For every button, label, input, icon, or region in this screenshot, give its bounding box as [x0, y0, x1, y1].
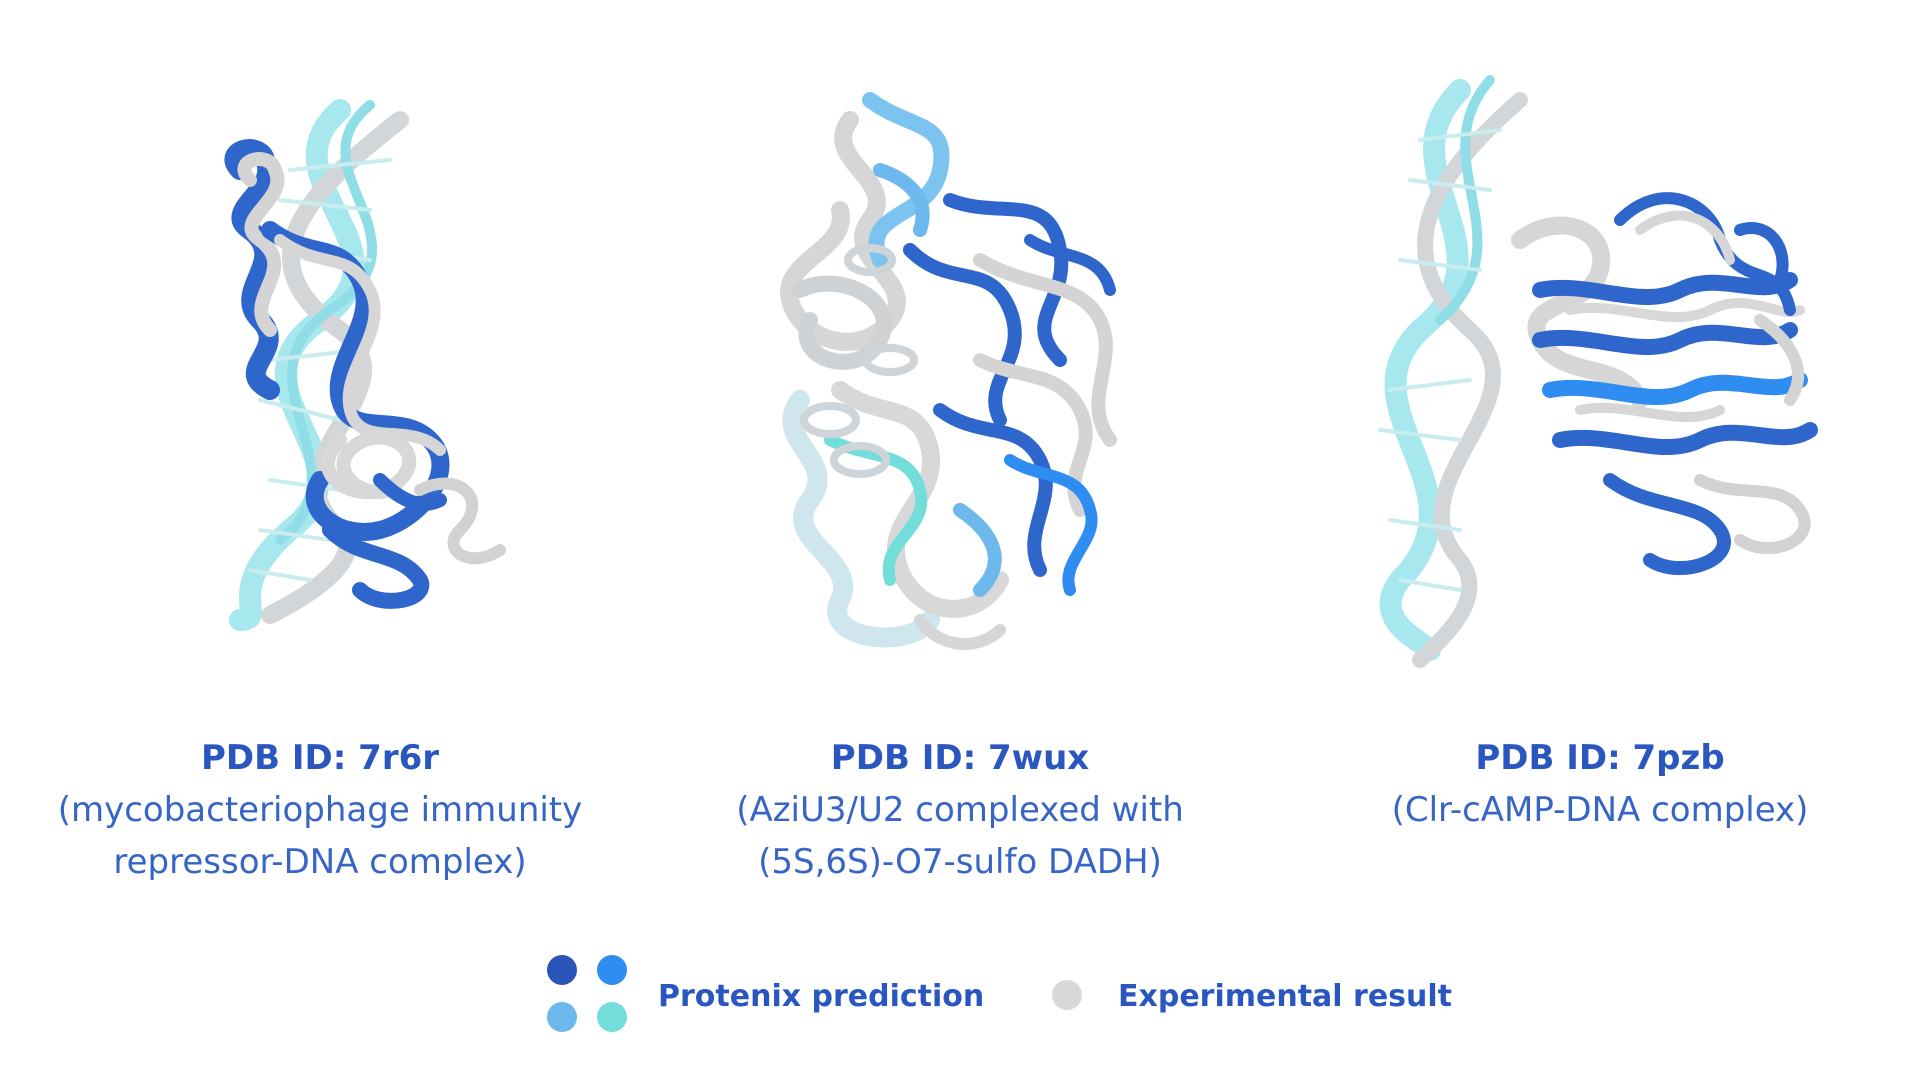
structure-image-7pzb	[1320, 60, 1880, 680]
complex-description-line2: repressor-DNA complex)	[113, 842, 527, 882]
panel-7pzb: PDB ID: 7pzb (Clr-cAMP-DNA complex)	[1280, 0, 1920, 1080]
protein-dna-structure-7r6r	[224, 99, 506, 631]
complex-description-line1: (AziU3/U2 complexed with	[736, 790, 1184, 830]
complex-description-line1: (mycobacteriophage immunity	[57, 790, 583, 830]
protein-structure-7wux	[780, 92, 1117, 650]
panel-7r6r: PDB ID: 7r6r (mycobacteriophage immunity…	[0, 0, 640, 1080]
caption-7r6r: PDB ID: 7r6r (mycobacteriophage immunity…	[0, 732, 640, 888]
caption-7wux: PDB ID: 7wux (AziU3/U2 complexed with (5…	[640, 732, 1280, 888]
prediction-dot-dark-blue	[547, 955, 577, 985]
structure-image-7wux	[680, 60, 1240, 680]
prediction-dot-teal	[597, 1002, 627, 1032]
pdb-id-label: PDB ID: 7r6r	[200, 738, 440, 778]
legend-experimental-label: Experimental result	[1118, 979, 1452, 1014]
pdb-id-label: PDB ID: 7pzb	[1475, 738, 1725, 778]
pdb-id-label: PDB ID: 7wux	[830, 738, 1090, 778]
complex-description-line2: (5S,6S)-O7-sulfo DADH)	[758, 842, 1162, 882]
prediction-dot-blue	[597, 955, 627, 985]
protein-dna-structure-7pzb	[1378, 75, 1818, 668]
caption-7pzb: PDB ID: 7pzb (Clr-cAMP-DNA complex)	[1280, 732, 1920, 836]
legend: Protenix prediction Experimental result	[540, 955, 1452, 1045]
panel-7wux: PDB ID: 7wux (AziU3/U2 complexed with (5…	[640, 0, 1280, 1080]
prediction-dot-light-blue	[547, 1002, 577, 1032]
legend-prediction-label: Protenix prediction	[658, 979, 985, 1014]
structure-image-7r6r	[40, 60, 600, 680]
complex-description-line1: (Clr-cAMP-DNA complex)	[1391, 790, 1809, 830]
experimental-dot-grey	[1052, 980, 1082, 1010]
